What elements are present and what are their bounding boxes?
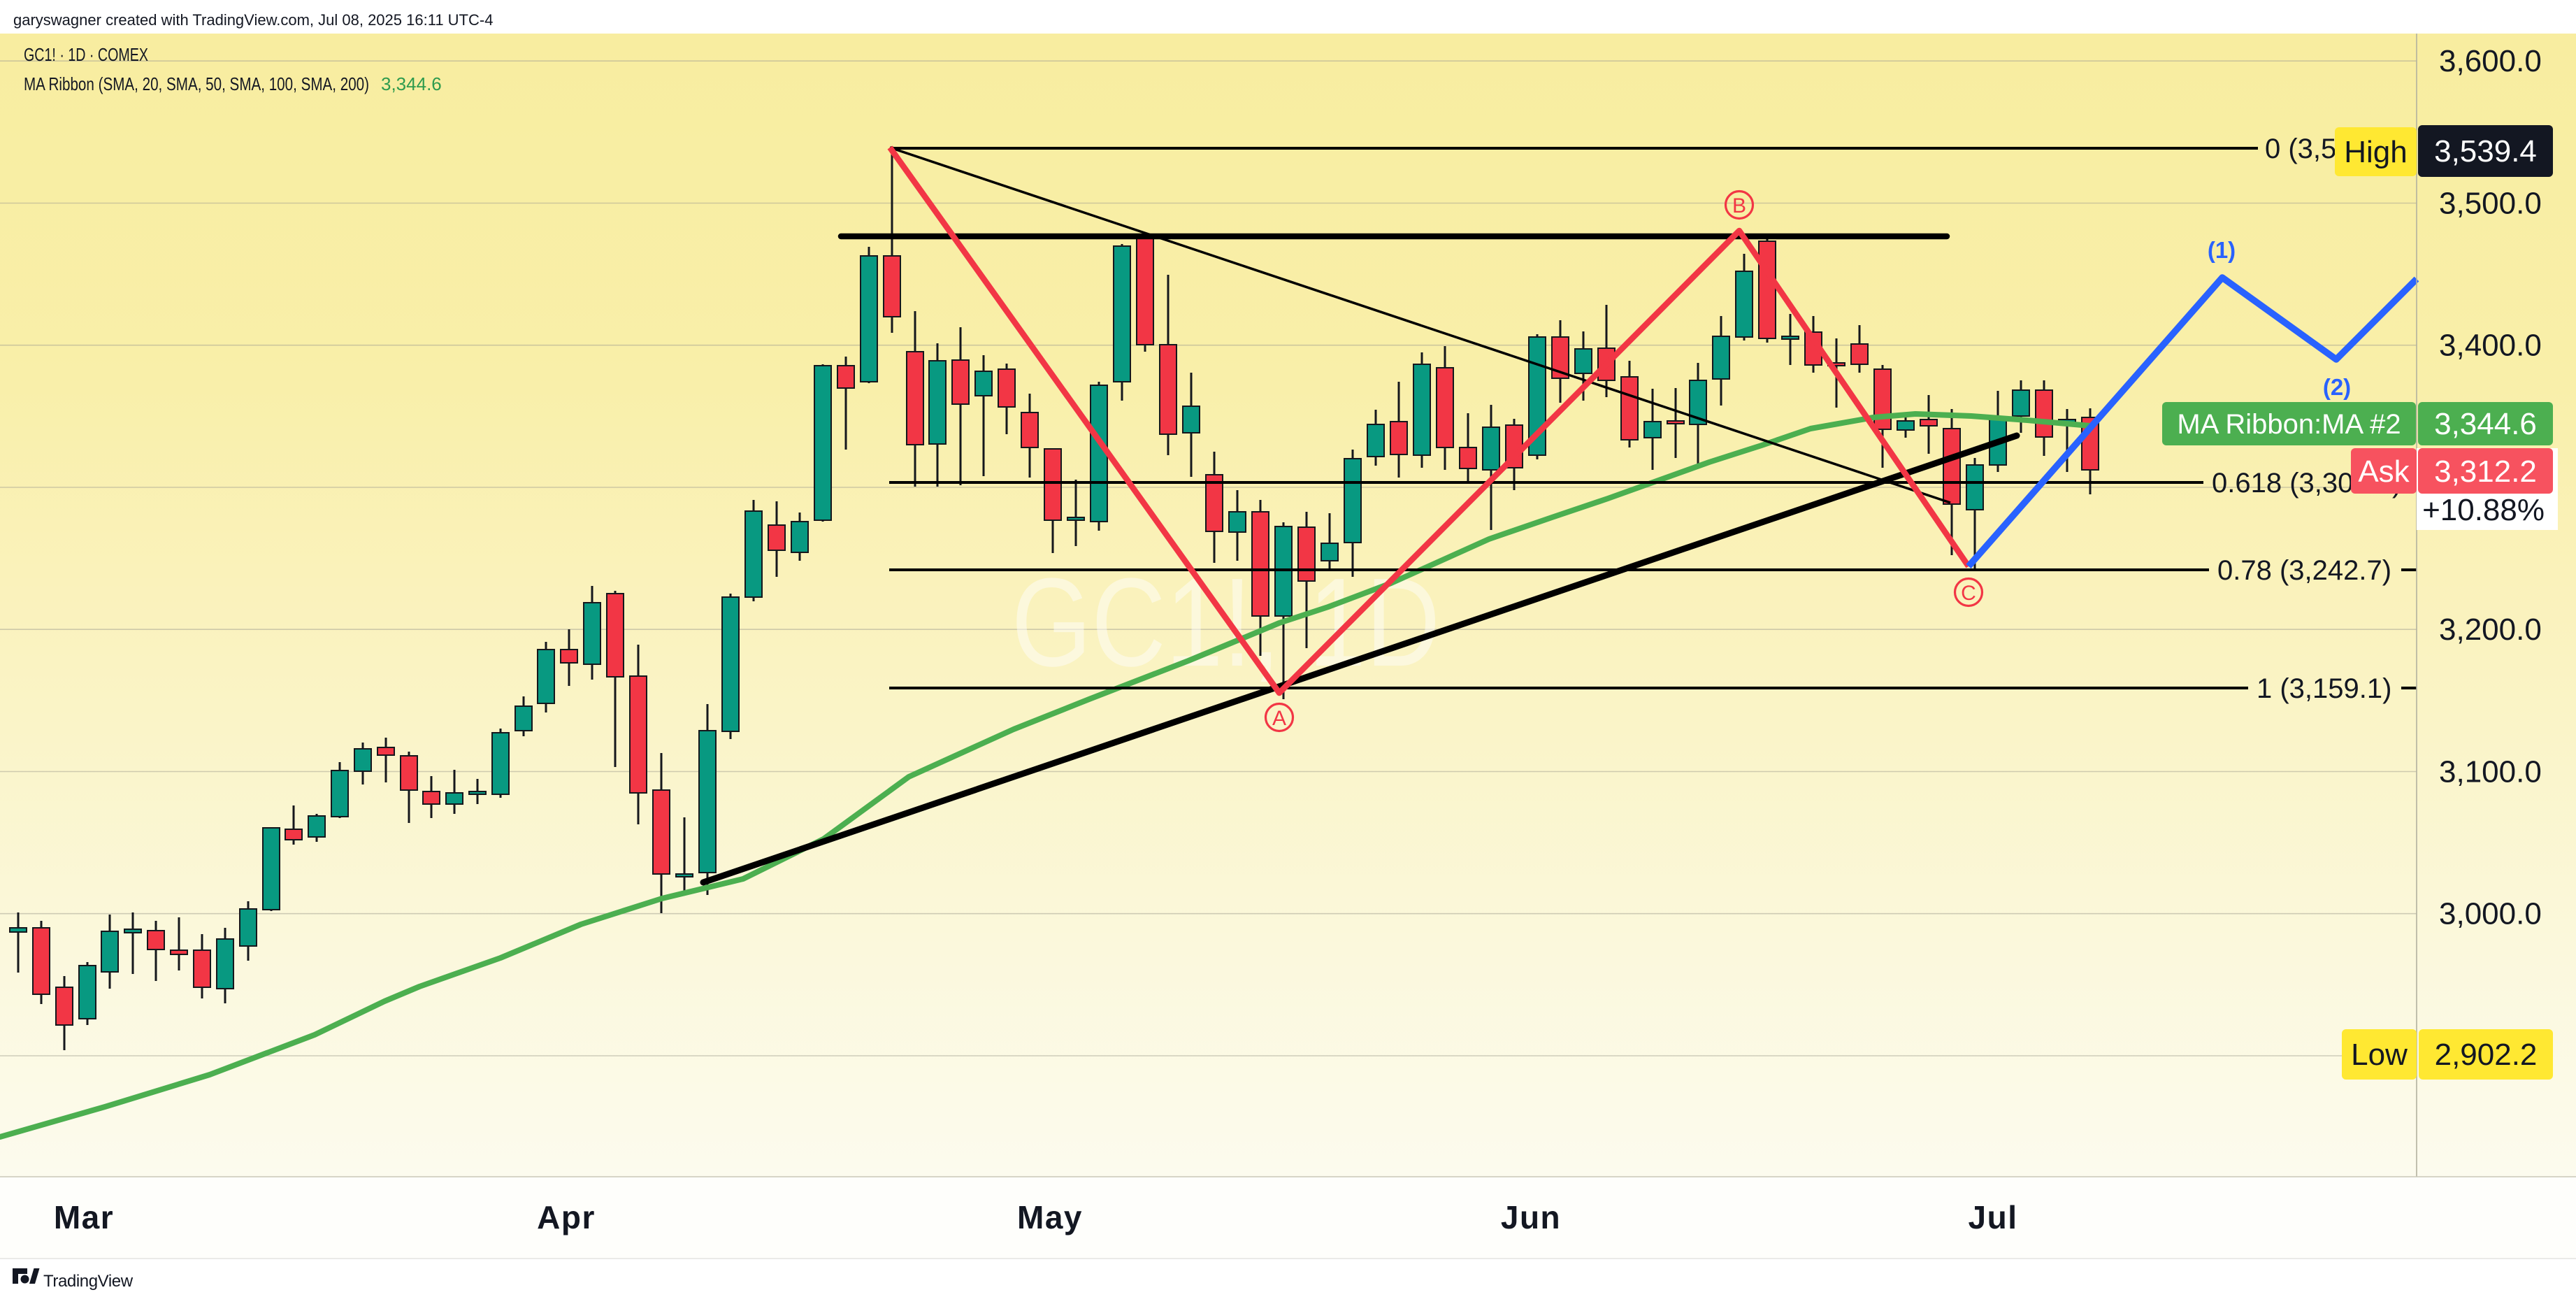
svg-text:Low: Low xyxy=(2351,1038,2408,1072)
svg-text:3,312.2: 3,312.2 xyxy=(2434,454,2537,489)
svg-text:2,902.2: 2,902.2 xyxy=(2435,1038,2538,1072)
svg-text:(1): (1) xyxy=(2208,237,2236,263)
svg-text:MA Ribbon:MA #2: MA Ribbon:MA #2 xyxy=(2177,409,2401,440)
svg-text:Jun: Jun xyxy=(1501,1199,1561,1235)
svg-text:(2): (2) xyxy=(2323,374,2351,400)
svg-text:3,344.6: 3,344.6 xyxy=(381,73,442,94)
svg-text:3,500.0: 3,500.0 xyxy=(2439,186,2542,220)
svg-text:0.78 (3,242.7): 0.78 (3,242.7) xyxy=(2217,555,2391,586)
svg-text:1 (3,159.1): 1 (3,159.1) xyxy=(2257,673,2391,704)
svg-text:garyswagner created with Tradi: garyswagner created with TradingView.com… xyxy=(13,11,493,29)
svg-text:Mar: Mar xyxy=(54,1199,114,1235)
svg-text:3,539.4: 3,539.4 xyxy=(2434,134,2537,169)
svg-text:High: High xyxy=(2344,135,2408,169)
svg-text:C: C xyxy=(1961,582,1976,605)
svg-text:+10.88%: +10.88% xyxy=(2422,493,2545,527)
svg-text:3,000.0: 3,000.0 xyxy=(2439,897,2542,931)
svg-text:Apr: Apr xyxy=(537,1199,596,1235)
svg-text:MA Ribbon (SMA, 20, SMA, 50, S: MA Ribbon (SMA, 20, SMA, 50, SMA, 100, S… xyxy=(24,73,369,94)
svg-text:3,100.0: 3,100.0 xyxy=(2439,754,2542,789)
svg-text:Jul: Jul xyxy=(1969,1199,2018,1235)
svg-text:Ask: Ask xyxy=(2358,454,2410,489)
svg-text:GC1! · 1D · COMEX: GC1! · 1D · COMEX xyxy=(24,44,148,65)
svg-text:TradingView: TradingView xyxy=(43,1272,134,1291)
svg-text:A: A xyxy=(1272,707,1286,730)
svg-text:May: May xyxy=(1017,1199,1083,1235)
svg-text:3,600.0: 3,600.0 xyxy=(2439,44,2542,78)
svg-text:3,344.6: 3,344.6 xyxy=(2434,407,2537,441)
svg-text:B: B xyxy=(1732,194,1746,217)
svg-text:3,200.0: 3,200.0 xyxy=(2439,612,2542,647)
svg-text:3,400.0: 3,400.0 xyxy=(2439,329,2542,363)
